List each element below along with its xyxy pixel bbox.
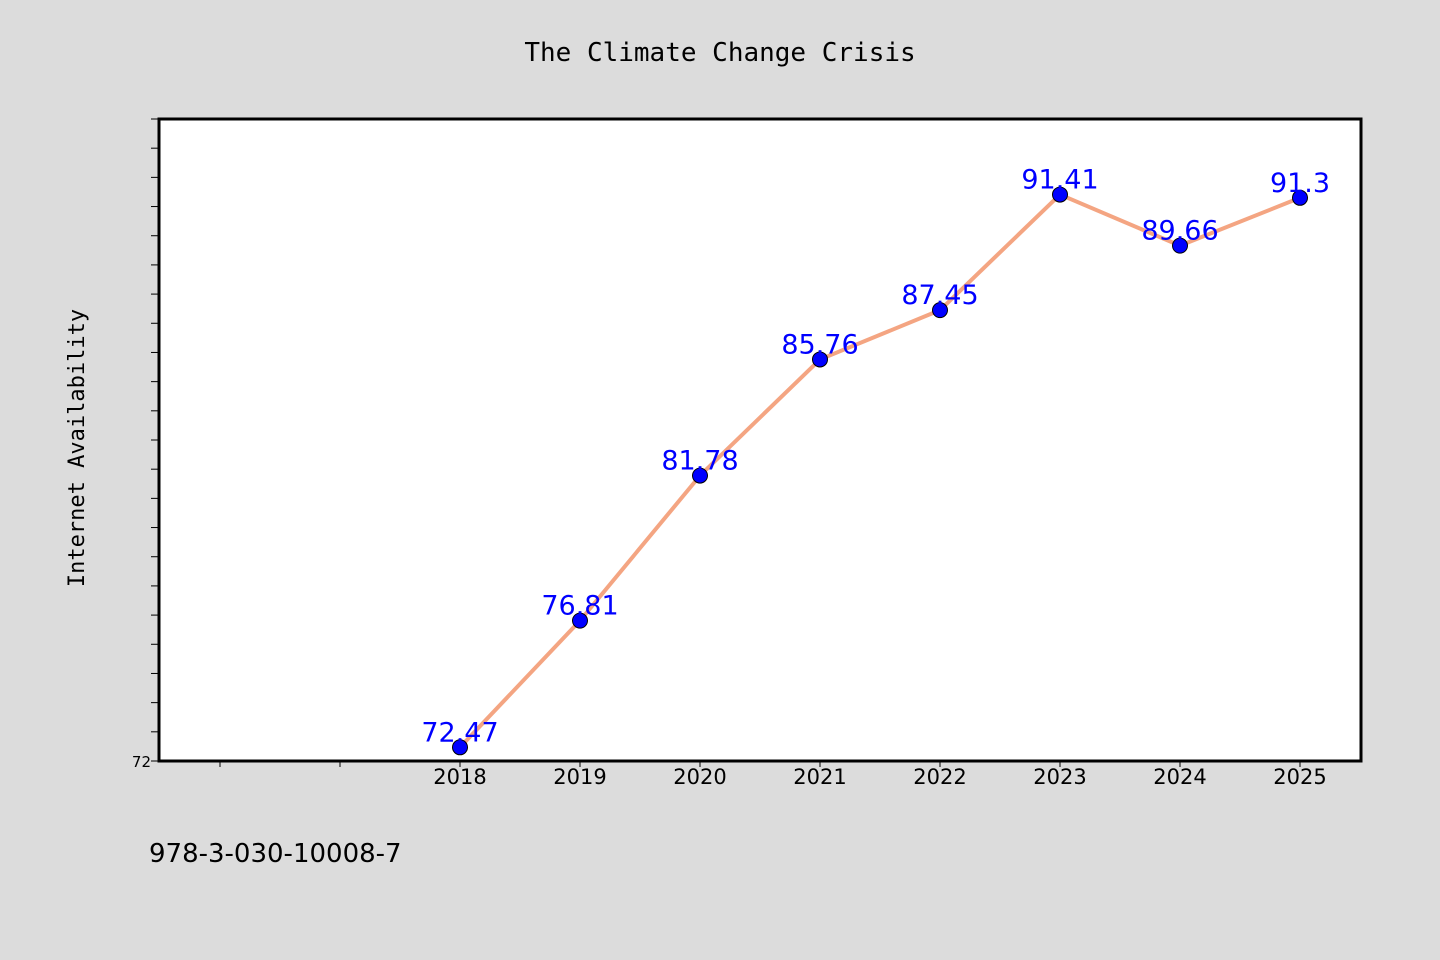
y-axis-tick-labels: 72 (132, 753, 151, 771)
data-point (812, 351, 828, 368)
y-axis-ticks (151, 118, 159, 762)
data-label: 91.41 (1021, 165, 1098, 196)
x-tick-label: 2022 (913, 765, 966, 789)
data-point (572, 612, 588, 629)
x-tick-label: 2021 (793, 765, 846, 789)
series-lines (458, 192, 1302, 750)
data-label: 81.78 (661, 446, 738, 477)
x-tick-label: 2024 (1153, 765, 1206, 789)
data-label: 72.47 (421, 717, 498, 748)
series-markers (452, 186, 1308, 756)
y-axis-label: Internet Availability (65, 309, 90, 587)
x-tick-label: 2025 (1273, 765, 1326, 789)
data-label: 85.76 (781, 329, 858, 360)
x-tick-label: 2020 (673, 765, 726, 789)
data-point (452, 739, 468, 756)
x-axis-ticks (219, 761, 1301, 767)
x-tick-label: 2018 (433, 765, 486, 789)
data-point (1292, 189, 1308, 206)
x-axis-tick-labels: 2018 2019 2020 2021 2022 2023 2024 2025 (433, 765, 1326, 789)
chart-title: The Climate Change Crisis (524, 38, 915, 68)
y-tick-label: 72 (132, 753, 151, 771)
data-label: 91.3 (1270, 168, 1330, 199)
data-point (692, 467, 708, 484)
data-label: 76.81 (541, 591, 618, 622)
data-labels: 72.47 76.81 81.78 85.76 87.45 91.41 89.66 91.3 (421, 165, 1330, 749)
x-tick-label: 2023 (1033, 765, 1086, 789)
data-label: 89.66 (1141, 216, 1218, 247)
data-label: 87.45 (901, 280, 978, 311)
data-point (1172, 237, 1188, 254)
data-point (1052, 186, 1068, 203)
data-point (932, 302, 948, 319)
series-line (458, 192, 1302, 750)
footer-isbn: 978-3-030-10008-7 (149, 839, 402, 869)
x-tick-label: 2019 (553, 765, 606, 789)
plot-area (157, 117, 1363, 763)
